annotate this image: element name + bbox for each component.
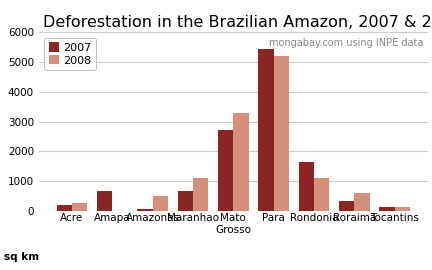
- Text: sq km: sq km: [4, 252, 39, 262]
- Bar: [258, 49, 273, 211]
- Bar: [57, 205, 72, 211]
- Bar: [354, 193, 370, 211]
- Bar: [137, 209, 152, 211]
- Bar: [178, 191, 193, 211]
- Bar: [273, 56, 289, 211]
- Bar: [152, 196, 168, 211]
- Bar: [72, 203, 87, 211]
- Bar: [379, 207, 395, 211]
- Bar: [339, 201, 354, 211]
- Text: Deforestation in the Brazilian Amazon, 2007 & 2008: Deforestation in the Brazilian Amazon, 2…: [43, 15, 432, 30]
- Bar: [218, 130, 233, 211]
- Legend: 2007, 2008: 2007, 2008: [44, 38, 96, 70]
- Text: mongabay.com using INPE data: mongabay.com using INPE data: [270, 38, 424, 48]
- Bar: [395, 207, 410, 211]
- Bar: [233, 113, 248, 211]
- Bar: [193, 178, 208, 211]
- Bar: [299, 163, 314, 211]
- Bar: [97, 191, 112, 211]
- Bar: [314, 178, 329, 211]
